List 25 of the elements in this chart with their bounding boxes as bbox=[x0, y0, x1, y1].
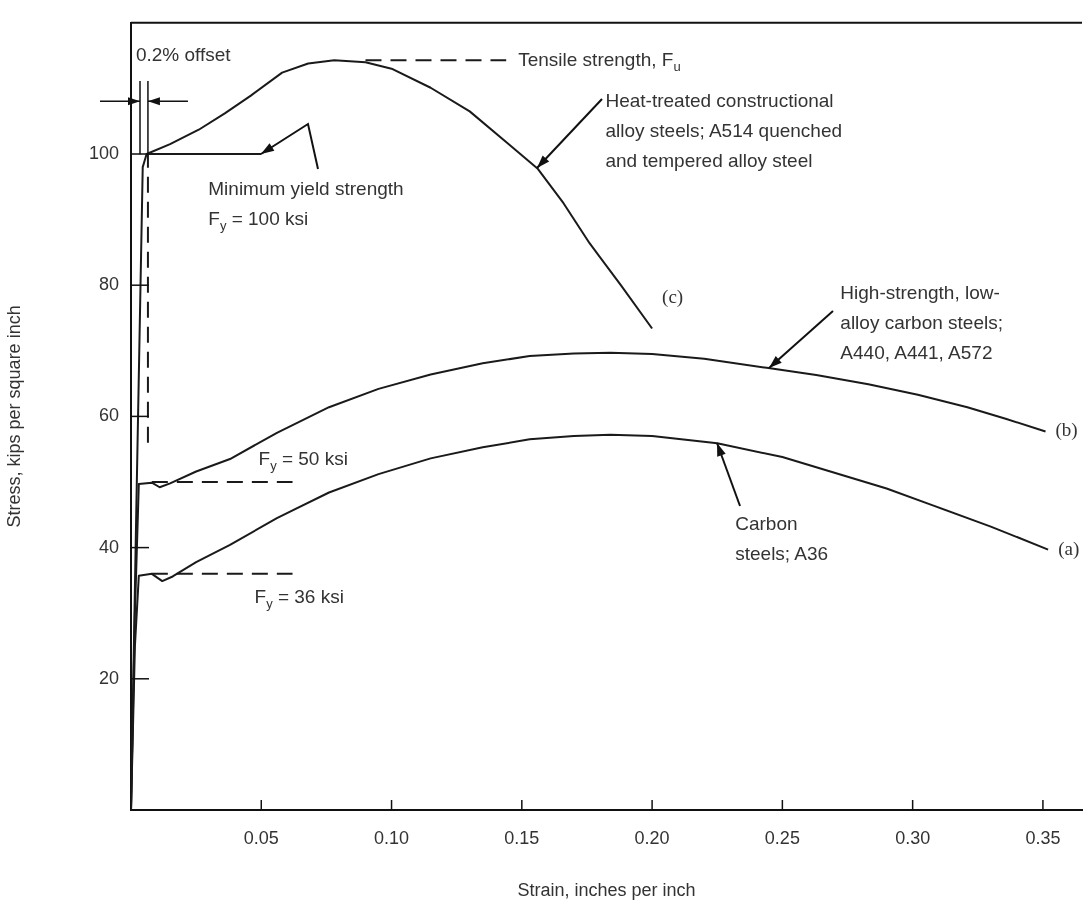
x-tick-label: 0.05 bbox=[243, 827, 279, 848]
x-tick-label: 0.35 bbox=[1025, 827, 1061, 848]
series-label: (a) bbox=[1058, 537, 1080, 560]
y-tick-label: 40 bbox=[98, 536, 119, 557]
annotation: High-strength, low- alloy carbon steels; A440, A441, A572 bbox=[840, 280, 1003, 365]
y-tick-label: 60 bbox=[98, 405, 119, 426]
annotation: Carbon steels; A36 bbox=[735, 512, 829, 567]
x-tick-label: 0.15 bbox=[504, 827, 540, 848]
annotation: Tensile strength, F$_{u}$ bbox=[518, 48, 681, 76]
x-tick-label: 0.30 bbox=[895, 827, 931, 848]
y-axis-title: Stress, kips per square inch bbox=[3, 305, 24, 528]
x-tick-label: 0.25 bbox=[764, 827, 800, 848]
series-label: (c) bbox=[662, 286, 684, 309]
series-label: (b) bbox=[1055, 419, 1078, 442]
y-tick-label: 80 bbox=[98, 274, 119, 295]
annotation: 0.2% offset bbox=[135, 43, 231, 67]
annotation: Minimum yield strength F$_{y}$ = 100 ksi bbox=[208, 177, 404, 235]
y-tick-label: 20 bbox=[98, 667, 119, 688]
x-axis-title: Strain, inches per inch bbox=[517, 880, 696, 901]
annotation: Heat-treated constructional alloy steels; A514 quenched and tempered alloy steel bbox=[605, 89, 843, 174]
x-tick-label: 0.10 bbox=[374, 827, 410, 848]
annotation: F$_{y}$ = 36 ksi bbox=[254, 584, 344, 613]
annotation: F$_{y}$ = 50 ksi bbox=[258, 447, 348, 475]
x-tick-label: 0.20 bbox=[634, 827, 670, 848]
y-tick-label: 100 bbox=[88, 142, 119, 163]
